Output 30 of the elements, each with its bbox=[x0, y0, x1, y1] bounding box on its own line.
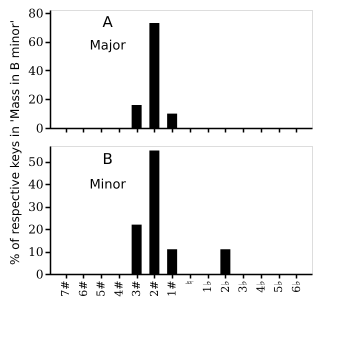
x-tick-label: 1# bbox=[166, 280, 179, 297]
y-tick-label: 20 bbox=[28, 222, 44, 237]
y-axis-title: % of respective keys in 'Mass in B minor' bbox=[8, 20, 22, 265]
annotation: Major bbox=[90, 38, 126, 54]
y-tick-label: 60 bbox=[28, 35, 44, 50]
x-tick-label: 5# bbox=[94, 280, 108, 297]
x-tick-label: 6♭ bbox=[290, 280, 303, 293]
y-tick-label: 40 bbox=[28, 178, 44, 192]
y-tick-label: 0 bbox=[36, 122, 44, 136]
y-tick-label: 40 bbox=[28, 64, 44, 78]
x-tick-label: 7# bbox=[59, 280, 72, 297]
x-tick-label: 3# bbox=[130, 280, 144, 297]
annotation: B bbox=[102, 150, 113, 168]
y-tick-label: 10 bbox=[28, 245, 44, 260]
annotation: A bbox=[102, 12, 114, 31]
x-tick-label: 6# bbox=[76, 280, 90, 297]
y-tick-label: 30 bbox=[28, 200, 44, 214]
x-tick-label: 1♭ bbox=[201, 280, 214, 293]
x-tick-label: 2# bbox=[148, 280, 161, 297]
x-tick-label: ♮ bbox=[183, 280, 196, 284]
x-tick-label: 4♭ bbox=[254, 280, 268, 293]
x-tick-label: 2♭ bbox=[218, 280, 232, 293]
y-tick-label: 50 bbox=[28, 155, 44, 170]
annotation: Minor bbox=[89, 177, 126, 192]
y-tick-label: 0 bbox=[36, 268, 44, 282]
x-tick-label: 3♭ bbox=[236, 280, 250, 293]
x-tick-label: 4# bbox=[112, 280, 126, 297]
y-tick-label: 20 bbox=[28, 92, 44, 107]
y-tick-label: 80 bbox=[28, 6, 44, 20]
x-tick-label: 5♭ bbox=[272, 280, 286, 293]
